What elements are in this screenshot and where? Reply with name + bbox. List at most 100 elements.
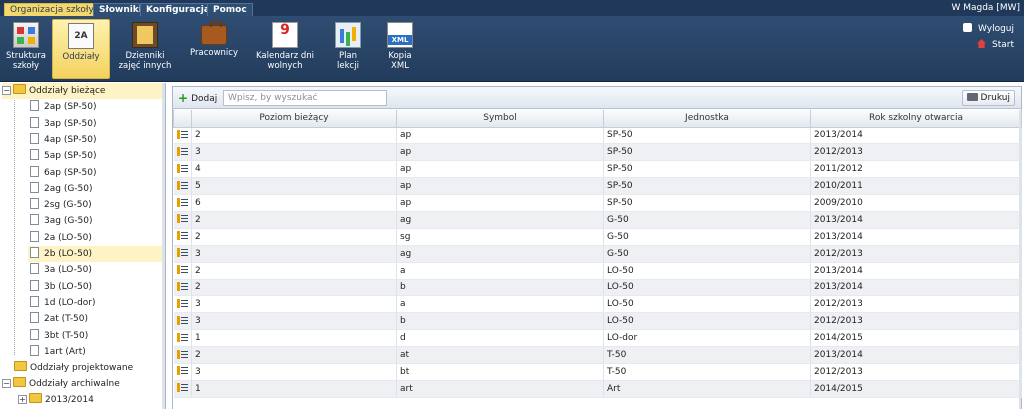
- column-header-year[interactable]: Rok szkolny otwarcia: [810, 110, 1022, 128]
- row-details-icon[interactable]: [176, 366, 188, 376]
- menu-tab-organizacja[interactable]: Organizacja szkoły: [4, 3, 100, 16]
- tree-item[interactable]: 2at (T-50): [30, 311, 88, 327]
- row-edit-cell[interactable]: [173, 127, 192, 145]
- row-details-icon[interactable]: [176, 281, 188, 291]
- row-edit-cell[interactable]: [173, 228, 192, 246]
- cell-level: 1: [191, 329, 397, 348]
- row-details-icon[interactable]: [176, 180, 188, 190]
- add-button[interactable]: + Dodaj: [178, 91, 217, 105]
- row-edit-cell[interactable]: [173, 177, 192, 196]
- row-edit-cell[interactable]: [173, 312, 192, 331]
- row-edit-cell[interactable]: [173, 279, 192, 297]
- tree-item[interactable]: 2ap (SP-50): [30, 99, 96, 115]
- column-header-unit[interactable]: Jednostka: [603, 110, 811, 128]
- row-details-icon[interactable]: [176, 146, 188, 156]
- toolbar-button-kopia-xml[interactable]: Kopia XML: [378, 19, 422, 79]
- tree-node-year[interactable]: +2013/2014: [18, 392, 94, 408]
- tree-item[interactable]: 3b (LO-50): [30, 279, 92, 295]
- table-row[interactable]: 3 bt T-50 2012/2013: [173, 363, 1022, 381]
- collapse-icon[interactable]: −: [2, 86, 11, 95]
- toolbar-button-dzienniki[interactable]: Dzienniki zajęć innych: [114, 19, 176, 79]
- row-edit-cell[interactable]: [173, 262, 192, 280]
- logout-label: Wyloguj: [978, 24, 1014, 34]
- table-row[interactable]: 4 ap SP-50 2011/2012: [173, 160, 1022, 179]
- start-link[interactable]: Start: [977, 39, 1014, 50]
- tree-item[interactable]: 3ap (SP-50): [30, 116, 96, 132]
- tree-item[interactable]: 2sg (G-50): [30, 197, 92, 213]
- expand-icon[interactable]: +: [18, 395, 27, 404]
- row-details-icon[interactable]: [176, 197, 188, 207]
- column-header-level[interactable]: Poziom bieżący: [191, 110, 397, 128]
- table-row[interactable]: 2 ag G-50 2013/2014: [173, 211, 1022, 229]
- row-details-icon[interactable]: [176, 265, 188, 275]
- tree-node-projected[interactable]: Oddziały projektowane: [14, 360, 133, 376]
- row-edit-cell[interactable]: [173, 329, 192, 348]
- table-row[interactable]: 1 d LO-dor 2014/2015: [173, 329, 1022, 348]
- row-details-icon[interactable]: [176, 231, 188, 241]
- table-row[interactable]: 3 b LO-50 2012/2013: [173, 312, 1022, 331]
- toolbar-button-plan-lekcji[interactable]: Plan lekcji: [328, 19, 368, 79]
- collapse-icon[interactable]: −: [2, 379, 11, 388]
- tree-item-selected[interactable]: 2b (LO-50): [28, 246, 163, 262]
- tree-node-archive[interactable]: − Oddziały archiwalne: [2, 376, 120, 392]
- cell-symbol: ap: [396, 160, 604, 179]
- table-row[interactable]: 5 ap SP-50 2010/2011: [173, 177, 1022, 196]
- table-row[interactable]: 2 ap SP-50 2013/2014: [173, 127, 1022, 145]
- tree-item[interactable]: 3a (LO-50): [30, 262, 92, 278]
- tree-item[interactable]: 6ap (SP-50): [30, 165, 96, 181]
- cell-level: 4: [191, 160, 397, 179]
- row-details-icon[interactable]: [176, 163, 188, 173]
- toolbar-button-pracownicy[interactable]: Pracownicy: [186, 19, 242, 79]
- row-details-icon[interactable]: [176, 349, 188, 359]
- tree-item[interactable]: 2ag (G-50): [30, 181, 93, 197]
- row-details-icon[interactable]: [176, 315, 188, 325]
- row-details-icon[interactable]: [176, 248, 188, 258]
- school-structure-icon: [13, 22, 39, 48]
- print-button[interactable]: Drukuj: [961, 90, 1015, 106]
- row-details-icon[interactable]: [176, 332, 188, 342]
- cell-unit: Art: [603, 380, 811, 398]
- row-edit-cell[interactable]: [173, 143, 192, 162]
- row-edit-cell[interactable]: [173, 346, 192, 364]
- tree-item[interactable]: 2a (LO-50): [30, 230, 92, 246]
- column-header-symbol[interactable]: Symbol: [396, 110, 604, 128]
- row-edit-cell[interactable]: [173, 380, 192, 398]
- row-details-icon[interactable]: [176, 298, 188, 308]
- row-details-icon[interactable]: [176, 383, 188, 393]
- tree-item[interactable]: 4ap (SP-50): [30, 132, 96, 148]
- table-row[interactable]: 2 sg G-50 2013/2014: [173, 228, 1022, 246]
- logout-link[interactable]: Wyloguj: [963, 23, 1014, 34]
- table-row[interactable]: 6 ap SP-50 2009/2010: [173, 194, 1022, 212]
- toolbar-button-oddzialy[interactable]: 2A Oddziały: [52, 19, 110, 79]
- table-row[interactable]: 1 art Art 2014/2015: [173, 380, 1022, 398]
- menu-tab-pomoc[interactable]: Pomoc: [207, 3, 253, 16]
- toolbar-button-kalendarz[interactable]: Kalendarz dni wolnych: [252, 19, 318, 79]
- tree-item[interactable]: 1art (Art): [30, 344, 86, 360]
- table-row[interactable]: 2 at T-50 2013/2014: [173, 346, 1022, 364]
- row-edit-cell[interactable]: [173, 194, 192, 212]
- row-edit-cell[interactable]: [173, 363, 192, 381]
- tree-node-current[interactable]: − Oddziały bieżące: [2, 83, 163, 99]
- row-details-icon[interactable]: [176, 214, 188, 224]
- xml-icon: [387, 22, 413, 48]
- row-edit-cell[interactable]: [173, 160, 192, 179]
- row-edit-cell[interactable]: [173, 245, 192, 263]
- tree-item[interactable]: 1d (LO-dor): [30, 295, 96, 311]
- row-edit-cell[interactable]: [173, 211, 192, 229]
- tree-item[interactable]: 5ap (SP-50): [30, 148, 96, 164]
- menu-tab-konfiguracja[interactable]: Konfiguracja: [140, 3, 216, 16]
- table-row[interactable]: 3 ag G-50 2012/2013: [173, 245, 1022, 263]
- table-row[interactable]: 2 b LO-50 2013/2014: [173, 279, 1022, 297]
- grid-scrollbar[interactable]: [1019, 110, 1021, 409]
- toolbar-button-struktura[interactable]: Struktura szkoły: [4, 19, 48, 79]
- tree-item[interactable]: 3ag (G-50): [30, 213, 93, 229]
- table-row[interactable]: 3 ap SP-50 2012/2013: [173, 143, 1022, 162]
- table-row[interactable]: 2 a LO-50 2013/2014: [173, 262, 1022, 280]
- row-details-icon[interactable]: [176, 129, 188, 139]
- table-row[interactable]: 3 a LO-50 2012/2013: [173, 295, 1022, 314]
- tree-item[interactable]: 3bt (T-50): [30, 328, 88, 344]
- row-edit-cell[interactable]: [173, 295, 192, 314]
- cell-unit: LO-50: [603, 295, 811, 314]
- tree-scrollbar[interactable]: [162, 83, 165, 409]
- search-input[interactable]: [223, 90, 387, 106]
